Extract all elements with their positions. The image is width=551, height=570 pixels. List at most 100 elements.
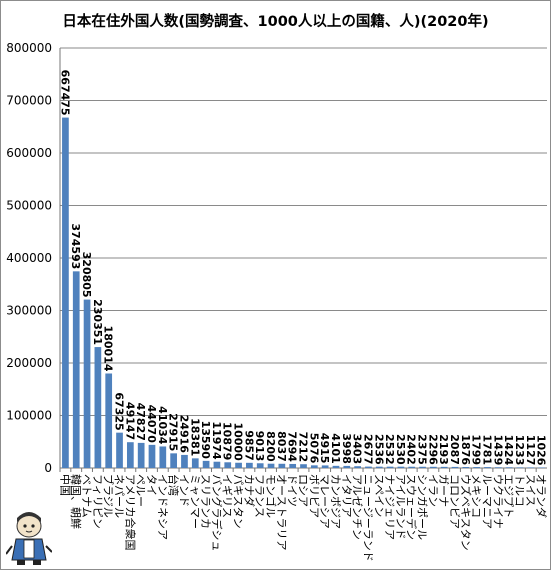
x-tick-label: フィリピン xyxy=(91,474,104,529)
bar xyxy=(256,463,264,468)
bar xyxy=(451,466,459,468)
x-tick-label: ベトナム xyxy=(80,474,93,518)
data-label: 24916 xyxy=(177,415,190,454)
data-label: 4101 xyxy=(329,433,342,464)
data-label: 2536 xyxy=(372,434,385,465)
data-label: 1026 xyxy=(535,435,548,466)
data-label: 1799 xyxy=(470,434,483,465)
x-tick-label: オーストラリア xyxy=(275,474,288,550)
x-tick-label: マレーシア xyxy=(318,474,331,529)
data-label: 230351 xyxy=(91,299,104,345)
y-tick-label: 800000 xyxy=(6,41,52,55)
x-tick-label: ミャンマー xyxy=(188,474,201,529)
data-label: 18381 xyxy=(188,418,201,456)
bar xyxy=(94,347,102,468)
x-tick-label: ルーマニア xyxy=(480,474,493,529)
data-label: 11974 xyxy=(210,421,223,460)
data-label: 8037 xyxy=(275,431,288,462)
x-tick-label: ブラジル xyxy=(102,474,116,518)
mascot-character-icon xyxy=(6,512,52,565)
data-label: 9013 xyxy=(253,431,266,462)
bar xyxy=(343,465,351,468)
bar xyxy=(289,463,297,468)
x-tick-label: スウェーデン xyxy=(405,474,419,540)
data-label: 2375 xyxy=(416,434,429,465)
bar xyxy=(202,460,210,468)
bar xyxy=(505,467,513,468)
bar xyxy=(72,271,80,468)
data-label: 49147 xyxy=(123,402,136,440)
x-tick-label: シンガポール xyxy=(416,474,429,540)
bar xyxy=(116,432,123,468)
data-label: 1233 xyxy=(513,435,526,466)
data-label: 1424 xyxy=(502,435,515,466)
x-tick-label: モンゴル xyxy=(264,474,278,518)
data-label: 1127 xyxy=(524,435,537,466)
bar xyxy=(321,465,329,468)
x-tick-label: スペイン xyxy=(372,474,385,517)
data-label: 2193 xyxy=(437,434,450,465)
data-label: 374593 xyxy=(69,223,82,269)
bar xyxy=(462,467,470,468)
bar xyxy=(430,466,437,468)
x-tick-label: イラン xyxy=(426,474,439,507)
y-tick-label: 300000 xyxy=(6,304,52,318)
x-tick-label: スイス xyxy=(524,474,537,507)
x-tick-label: メキシコ xyxy=(470,474,483,518)
x-tick-label: イタリア xyxy=(340,474,353,518)
x-tick-label: フランス xyxy=(253,474,266,518)
data-label: 4915 xyxy=(318,433,331,464)
bar xyxy=(224,462,232,468)
bar xyxy=(83,299,91,468)
data-label: 67325 xyxy=(113,392,126,430)
bar xyxy=(267,463,275,468)
bar xyxy=(408,466,416,468)
data-label: 7694 xyxy=(286,431,299,462)
data-label: 7212 xyxy=(297,432,310,463)
data-label: 1876 xyxy=(459,434,472,465)
bar xyxy=(375,466,383,468)
x-tick-label: 中国 xyxy=(58,474,71,496)
bar xyxy=(310,465,318,468)
x-tick-label: ドイツ xyxy=(286,474,299,507)
data-label: 2402 xyxy=(405,434,418,465)
data-label: 10879 xyxy=(221,422,234,460)
x-tick-label: ペルー xyxy=(134,474,147,507)
bar xyxy=(191,458,199,468)
bar xyxy=(419,466,426,468)
data-label: 180014 xyxy=(102,326,115,372)
y-tick-label: 100000 xyxy=(6,409,52,423)
data-label: 5076 xyxy=(307,433,320,464)
x-tick-label: ウズベキスタン xyxy=(459,474,473,551)
bar xyxy=(159,446,167,468)
bar xyxy=(527,467,535,468)
x-tick-label: ニュージーランド xyxy=(361,474,374,562)
x-tick-label: ネパール xyxy=(113,474,126,518)
x-tick-label: ガーナ xyxy=(437,474,450,507)
bar xyxy=(473,467,481,468)
x-tick-label: オランダ xyxy=(535,474,549,518)
y-tick-label: 0 xyxy=(44,461,52,475)
y-tick-label: 200000 xyxy=(6,356,52,370)
data-label: 2677 xyxy=(361,434,374,465)
data-label: 9857 xyxy=(242,430,255,461)
x-tick-label: ナイジェリア xyxy=(383,474,396,540)
x-tick-label: ロシア xyxy=(297,474,310,507)
data-label: 10000 xyxy=(232,422,245,461)
y-tick-label: 500000 xyxy=(6,199,52,213)
x-tick-label: トルコ xyxy=(513,474,526,507)
bar xyxy=(105,373,113,468)
bar xyxy=(365,466,372,468)
bar xyxy=(170,453,177,468)
data-label: 3998 xyxy=(340,433,353,464)
data-label: 47827 xyxy=(134,403,147,441)
bar xyxy=(246,462,253,468)
data-label: 27915 xyxy=(167,413,180,451)
data-label: 667475 xyxy=(58,70,71,116)
data-label: 320805 xyxy=(80,252,93,298)
x-tick-label: コロンビア xyxy=(448,474,461,529)
data-label: 2532 xyxy=(383,434,396,465)
x-tick-label: タイ xyxy=(145,474,158,496)
